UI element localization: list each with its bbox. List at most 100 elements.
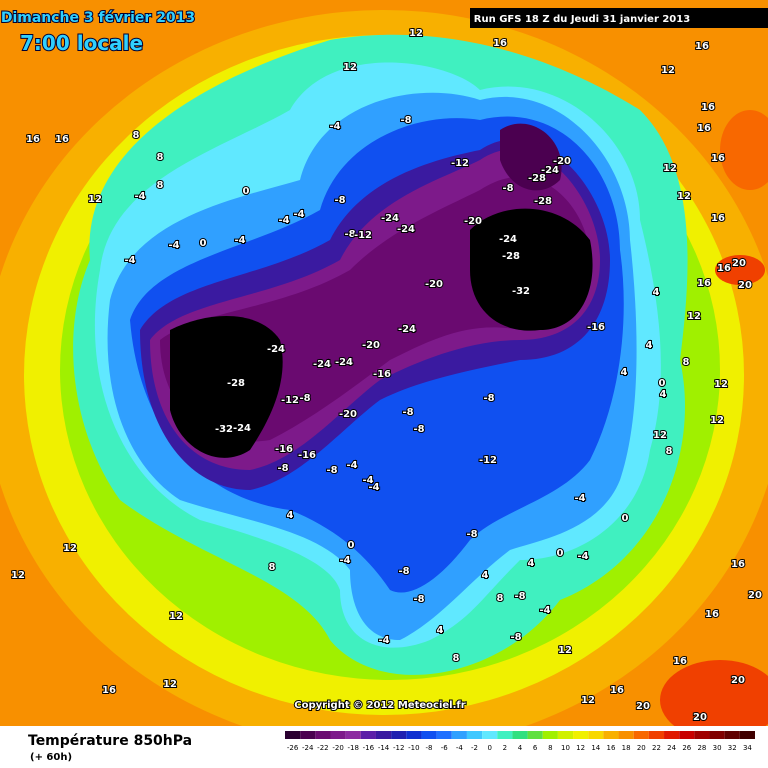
contour-label: 16	[26, 134, 40, 145]
contour-label: 0	[243, 186, 250, 197]
contour-label: 0	[659, 378, 666, 389]
legend-swatch	[588, 731, 604, 739]
legend-swatch	[466, 731, 483, 739]
contour-label: 0	[200, 238, 207, 249]
legend-label: -12	[393, 744, 404, 752]
legend-swatch	[300, 731, 316, 739]
contour-label: 8	[666, 446, 673, 457]
footer-lead: (+ 60h)	[30, 752, 72, 763]
contour-label: 20	[636, 701, 650, 712]
contour-label: -8	[413, 594, 424, 605]
contour-label: 16	[673, 656, 687, 667]
contour-label: 12	[677, 191, 691, 202]
contour-label: 4	[437, 625, 444, 636]
contour-label: 8	[683, 357, 690, 368]
contour-label: 8	[497, 593, 504, 604]
contour-label: -4	[378, 635, 389, 646]
contour-label: 16	[102, 685, 116, 696]
contour-label: -24	[397, 224, 415, 235]
legend-label: -24	[302, 744, 314, 752]
legend-swatch	[375, 731, 392, 739]
legend-label: 4	[518, 744, 523, 752]
legend-label: -20	[332, 744, 343, 752]
legend-swatch	[285, 731, 301, 739]
contour-label: 12	[714, 379, 728, 390]
legend-swatch	[421, 731, 437, 739]
contour-label: -8	[514, 591, 525, 602]
legend-swatch	[436, 731, 452, 739]
contour-label: -4	[124, 255, 135, 266]
legend-swatch	[497, 731, 513, 739]
contour-label: -32	[512, 286, 530, 297]
legend-swatch	[330, 731, 346, 739]
legend-swatch	[391, 731, 407, 739]
legend-label: 0	[487, 744, 491, 752]
contour-label: 12	[88, 194, 102, 205]
legend-swatch	[315, 731, 331, 739]
forecast-date: Dimanche 3 février 2013	[1, 10, 195, 26]
contour-label: 20	[732, 258, 746, 269]
legend-swatch	[633, 731, 649, 739]
legend-swatch	[345, 731, 361, 739]
contour-label: -4	[346, 460, 357, 471]
legend-label: 34	[743, 744, 752, 752]
legend-swatch	[451, 731, 467, 739]
legend-swatch	[557, 731, 574, 739]
legend-label: 18	[622, 744, 631, 752]
contour-label: -16	[373, 369, 391, 380]
legend-label: -22	[317, 744, 328, 752]
contour-label: 20	[748, 590, 762, 601]
contour-label: -4	[329, 121, 340, 132]
legend-label: 2	[503, 744, 507, 752]
legend: -26 -24 -22 -20 -18 -16 -14 -12 -10 -8 -6 -4 -2 0 2 4 6 8…	[285, 731, 755, 752]
contour-label: -20	[425, 279, 443, 290]
temperature-field	[0, 0, 768, 726]
legend-label: 10	[561, 744, 570, 752]
contour-label: -24	[335, 357, 353, 368]
contour-label: 16	[55, 134, 69, 145]
legend-label: 28	[697, 744, 706, 752]
contour-label: 8	[269, 562, 276, 573]
contour-label: 8	[157, 152, 164, 163]
contour-label: 12	[343, 62, 357, 73]
contour-label: 20	[693, 712, 707, 723]
contour-label: 16	[705, 609, 719, 620]
contour-label: 0	[557, 548, 564, 559]
legend-swatch	[603, 731, 619, 739]
contour-label: -12	[354, 230, 372, 241]
legend-swatch	[542, 731, 558, 739]
contour-label: 16	[695, 41, 709, 52]
contour-label: 20	[731, 675, 745, 686]
contour-label: -12	[281, 395, 299, 406]
contour-label: 4	[660, 389, 667, 400]
legend-swatch	[360, 731, 376, 739]
legend-label: -16	[363, 744, 375, 752]
contour-label: -4	[339, 555, 350, 566]
contour-label: -4	[574, 493, 585, 504]
legend-swatch	[482, 731, 498, 739]
contour-label: -28	[528, 173, 546, 184]
legend-label: 12	[576, 744, 585, 752]
contour-label: -24	[381, 213, 399, 224]
contour-label: -4	[362, 475, 373, 486]
contour-label: -4	[293, 209, 304, 220]
legend-swatch	[724, 731, 740, 739]
contour-label: -28	[534, 196, 552, 207]
contour-label: 0	[348, 540, 355, 551]
contour-label: -16	[587, 322, 605, 333]
contour-label: 12	[169, 611, 183, 622]
contour-label: 8	[157, 180, 164, 191]
contour-label: -8	[402, 407, 413, 418]
contour-label: -24	[398, 324, 416, 335]
contour-label: 12	[11, 570, 25, 581]
legend-label: -4	[456, 744, 464, 752]
contour-label: 4	[482, 570, 489, 581]
contour-label: -4	[577, 551, 588, 562]
contour-label: 20	[738, 280, 752, 291]
copyright: Copyright © 2012 Meteociel.fr	[294, 700, 465, 711]
contour-label: -20	[553, 156, 571, 167]
legend-label: -26	[287, 744, 299, 752]
contour-label: -8	[299, 393, 310, 404]
legend-swatch	[739, 731, 755, 739]
contour-label: 16	[697, 123, 711, 134]
